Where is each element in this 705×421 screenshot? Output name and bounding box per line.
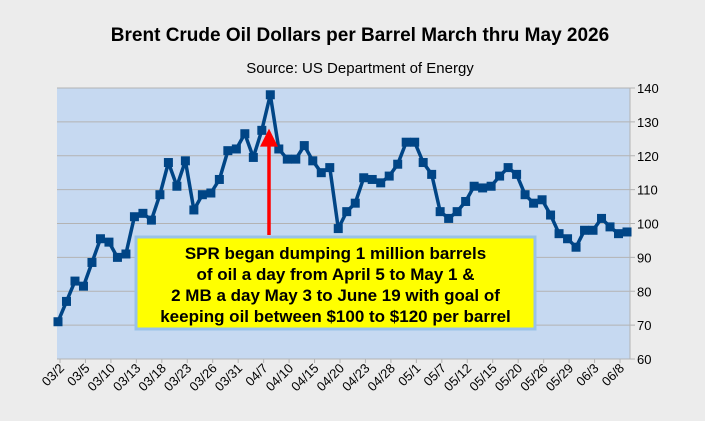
data-point [223, 146, 233, 156]
data-point [614, 229, 624, 239]
data-point [282, 154, 292, 164]
data-point [95, 234, 105, 244]
data-point [546, 210, 556, 220]
data-point [393, 159, 403, 169]
data-point [435, 207, 445, 217]
data-point [461, 196, 471, 206]
data-point [469, 181, 479, 191]
data-point [155, 190, 165, 200]
data-point [401, 137, 411, 147]
data-point [308, 156, 318, 166]
data-point [265, 90, 275, 100]
data-point [571, 242, 581, 252]
data-point [384, 171, 394, 181]
data-point [537, 195, 547, 205]
y-tick-label: 70 [637, 318, 651, 333]
annotation-line-2: of oil a day from April 5 to May 1 & [196, 265, 474, 284]
data-point [350, 198, 360, 208]
data-point [580, 225, 590, 235]
data-point [376, 178, 386, 188]
data-point [333, 224, 343, 234]
data-point [299, 141, 309, 151]
data-point [478, 183, 488, 193]
data-point [104, 237, 114, 247]
data-point [342, 207, 352, 217]
chart-subtitle: Source: US Department of Energy [246, 60, 474, 77]
data-point [112, 252, 122, 262]
data-point [529, 198, 539, 208]
chart-title: Brent Crude Oil Dollars per Barrel March… [111, 25, 609, 46]
data-point [257, 125, 267, 135]
data-point [325, 163, 335, 173]
data-point [359, 173, 369, 183]
data-point [418, 158, 428, 168]
data-point [206, 188, 216, 198]
annotation-group: SPR began dumping 1 million barrels of o… [134, 128, 537, 331]
data-point [452, 207, 462, 217]
data-point [486, 181, 496, 191]
data-point [597, 213, 607, 223]
data-point [163, 158, 173, 168]
annotation-line-3: 2 MB a day May 3 to June 19 with goal of [171, 286, 500, 305]
data-point [87, 257, 97, 267]
data-point [291, 154, 301, 164]
data-point [605, 222, 615, 232]
y-tick-label: 80 [637, 284, 651, 299]
data-point [146, 215, 156, 225]
data-point [622, 227, 632, 237]
data-point [495, 171, 505, 181]
annotation-arrow-head [260, 128, 278, 147]
y-tick-label: 110 [637, 183, 658, 198]
y-tick-label: 140 [637, 81, 659, 96]
data-point [70, 276, 80, 286]
data-point [129, 212, 139, 222]
data-point [121, 249, 131, 259]
data-point [138, 208, 148, 218]
data-point [512, 169, 522, 179]
data-point [197, 190, 207, 200]
data-point [214, 174, 224, 184]
data-point [410, 137, 420, 147]
data-point [240, 129, 250, 139]
annotation-line-4: keeping oil between $100 to $120 per bar… [160, 307, 511, 326]
data-point [316, 168, 326, 178]
data-point [503, 163, 513, 173]
annotation-line-1: SPR began dumping 1 million barrels [185, 244, 486, 263]
data-point [78, 281, 88, 291]
data-point [180, 156, 190, 166]
x-axis: 03/203/503/1003/1303/1803/2303/2603/3104… [39, 358, 630, 394]
y-tick-label: 90 [637, 250, 651, 265]
data-point [367, 174, 377, 184]
data-point [189, 205, 199, 215]
data-point [231, 144, 241, 154]
data-point [61, 296, 71, 306]
data-point [444, 213, 454, 223]
data-point [248, 152, 258, 162]
data-point [588, 225, 598, 235]
y-tick-label: 60 [637, 352, 651, 367]
data-point [554, 229, 564, 239]
series-group [53, 90, 632, 327]
y-tick-label: 100 [637, 217, 659, 232]
data-point [520, 190, 530, 200]
data-point [427, 169, 437, 179]
data-point [563, 234, 573, 244]
data-point [274, 144, 284, 154]
data-point [53, 317, 63, 327]
y-tick-label: 130 [637, 115, 659, 130]
y-tick-label: 120 [637, 149, 659, 164]
data-point [172, 181, 182, 191]
annotation-box [134, 235, 537, 331]
y-axis: 60 70 80 90 100 110 120 130 140 [629, 81, 659, 367]
